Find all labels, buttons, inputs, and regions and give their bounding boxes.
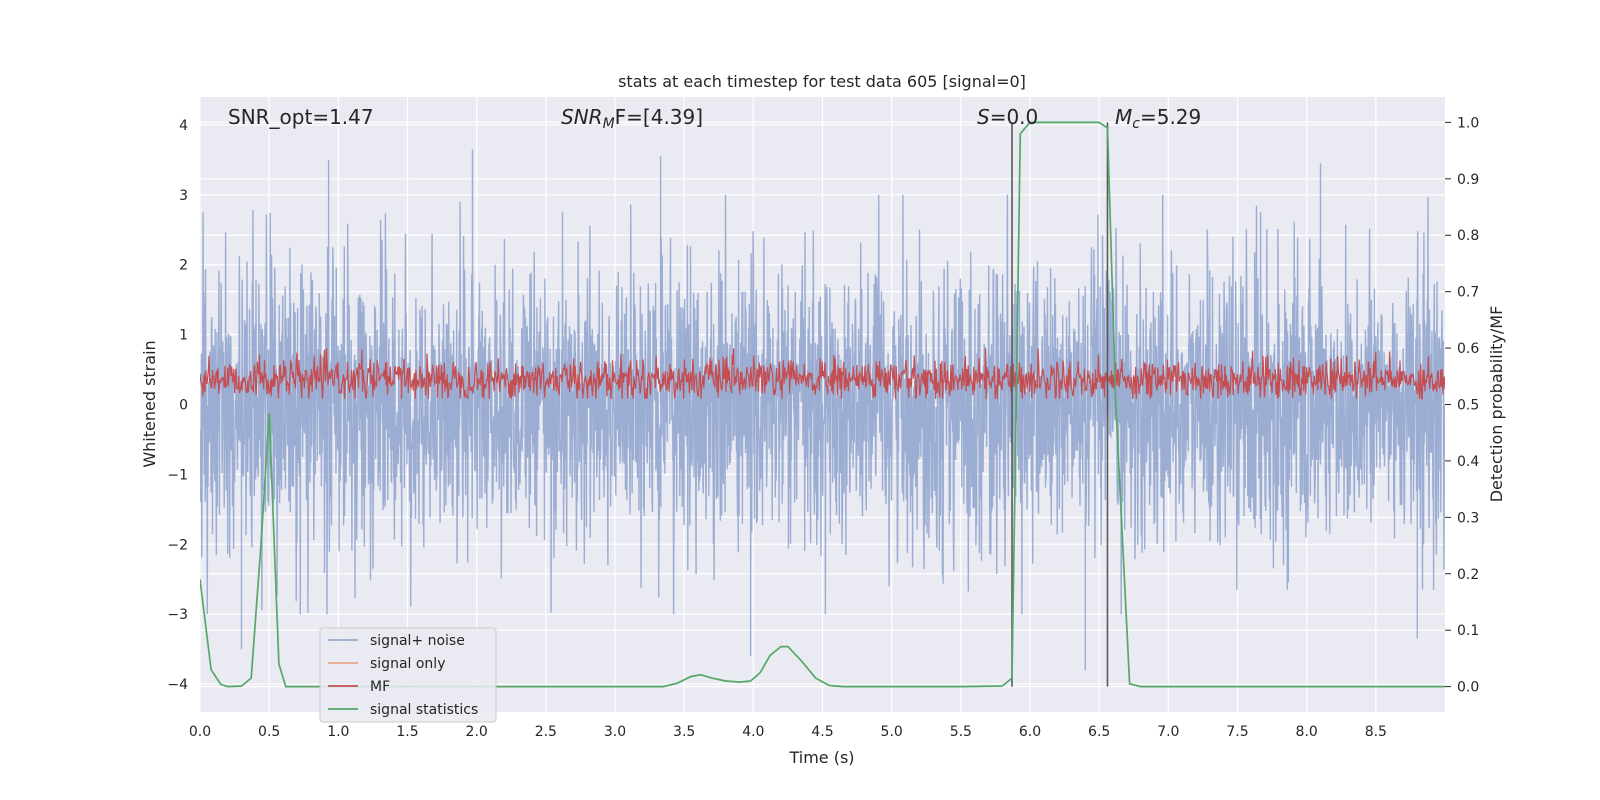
- x-tick-label: 0.0: [189, 724, 211, 740]
- x-tick-label: 5.5: [950, 724, 972, 740]
- plot-area: [200, 121, 1445, 688]
- x-tick-label: 1.0: [327, 724, 349, 740]
- y-tick-label-right: 0.5: [1457, 398, 1479, 414]
- x-tick-labels: 0.0 0.5 1.0 1.5 2.0 2.5 3.0 3.5 4.0 4.5 5.0 5.5 6.0 6…: [189, 724, 1387, 740]
- legend-label-signal-statistics: signal statistics: [370, 702, 478, 718]
- y-tick-label-left: 2: [179, 258, 188, 274]
- y-tick-label-left: 1: [179, 328, 188, 344]
- x-tick-label: 4.0: [742, 724, 764, 740]
- x-tick-label: 3.0: [604, 724, 626, 740]
- x-tick-label: 8.5: [1365, 724, 1387, 740]
- chart-title: stats at each timestep for test data 605…: [618, 72, 1026, 91]
- annotation-s-var: S: [977, 105, 990, 129]
- signal-statistics-line: [200, 121, 1445, 688]
- x-tick-label: 2.0: [466, 724, 488, 740]
- x-tick-label: 1.5: [396, 724, 418, 740]
- annotation-snr-mf: SNRMF=[4.39]: [561, 105, 703, 132]
- x-axis-label: Time (s): [788, 748, 854, 767]
- x-tick-label: 6.0: [1019, 724, 1041, 740]
- right-tick-labels: 0.0 0.1 0.2 0.3 0.4 0.5 0.6 0.7 0.8 0.9 1.0: [1445, 115, 1479, 696]
- y-tick-label-right: 0.0: [1457, 680, 1479, 696]
- annotation-s-val: =0.0: [990, 105, 1039, 129]
- y-axis-label-right: Detection probability/MF: [1487, 306, 1506, 503]
- y-tick-label-right: 0.8: [1457, 228, 1479, 244]
- x-tick-label: 0.5: [258, 724, 280, 740]
- x-tick-label: 2.5: [535, 724, 557, 740]
- annotation-snr-mf-sub: M: [603, 116, 615, 132]
- x-tick-label: 4.5: [811, 724, 833, 740]
- mf-line: [200, 348, 1445, 400]
- y-tick-label-right: 0.9: [1457, 172, 1479, 188]
- y-axis-label-left: Whitened strain: [140, 340, 159, 467]
- legend-box: [319, 627, 497, 723]
- y-tick-label-left: −1: [167, 467, 188, 483]
- legend-label-signal-noise: signal+ noise: [370, 633, 465, 649]
- y-tick-label-left: 3: [179, 188, 188, 204]
- left-tick-labels: −4 −3 −2 −1 0 1 2 3 4: [167, 118, 188, 693]
- x-tick-label: 8.0: [1296, 724, 1318, 740]
- y-tick-label-right: 0.1: [1457, 623, 1479, 639]
- y-tick-label-left: −2: [167, 537, 188, 553]
- annotation-snr-mf-tail: F=[4.39]: [615, 105, 703, 129]
- legend-label-mf: MF: [370, 679, 390, 695]
- signal-noise-line: [200, 149, 1445, 671]
- x-tick-label: 7.5: [1226, 724, 1248, 740]
- y-tick-label-right: 0.7: [1457, 285, 1479, 301]
- x-tick-label: 6.5: [1088, 724, 1110, 740]
- y-tick-label-right: 0.4: [1457, 454, 1479, 470]
- y-tick-label-left: −4: [167, 677, 188, 693]
- y-tick-label-left: 0: [179, 398, 188, 414]
- y-tick-label-left: 4: [179, 118, 188, 134]
- y-tick-label-right: 0.6: [1457, 341, 1479, 357]
- x-tick-label: 7.0: [1157, 724, 1179, 740]
- y-tick-label-right: 0.2: [1457, 567, 1479, 583]
- annotation-mc: Mc=5.29: [1115, 105, 1201, 132]
- legend-label-signal-only: signal only: [370, 656, 445, 672]
- annotation-mc-val: =5.29: [1140, 105, 1201, 129]
- annotation-s: S=0.0: [977, 105, 1038, 129]
- annotation-snr-mf-main: SNR: [561, 105, 603, 129]
- legend: signal+ noise signal only MF signal stat…: [319, 627, 497, 723]
- y-tick-label-right: 1.0: [1457, 115, 1479, 131]
- x-tick-label: 5.0: [881, 724, 903, 740]
- annotation-mc-var: M: [1115, 105, 1132, 129]
- annotation-mc-sub: c: [1132, 116, 1140, 132]
- y-tick-label-left: −3: [167, 607, 188, 623]
- annotation-snr-opt: SNR_opt=1.47: [228, 105, 374, 129]
- y-tick-label-right: 0.3: [1457, 510, 1479, 526]
- x-tick-label: 3.5: [673, 724, 695, 740]
